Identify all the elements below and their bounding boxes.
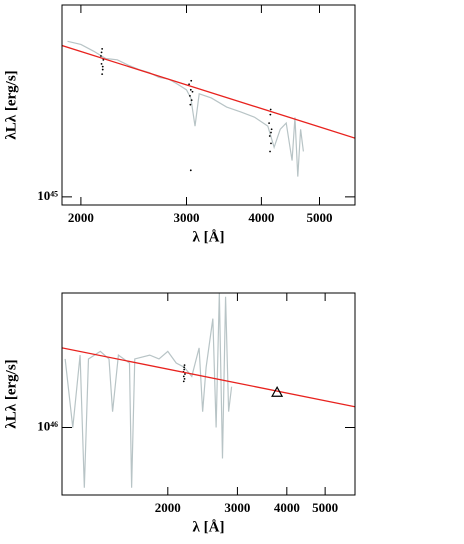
x-tick-label: 4000 — [248, 210, 274, 225]
x-tick-label: 5000 — [307, 210, 333, 225]
x-axis-label: λ [Å] — [193, 229, 225, 245]
point — [182, 380, 185, 383]
point — [268, 135, 271, 137]
point — [183, 364, 186, 367]
y-axis-label: λLλ [erg/s] — [3, 359, 19, 428]
series-line — [64, 293, 233, 488]
point — [100, 62, 103, 65]
plot-frame — [61, 4, 356, 206]
y-tick-label: 10⁴⁵ — [37, 188, 58, 203]
x-tick-label: 5000 — [312, 500, 338, 515]
point — [183, 366, 186, 369]
point — [190, 79, 193, 82]
point — [100, 55, 102, 57]
point — [269, 150, 271, 153]
series-line — [62, 44, 355, 139]
point — [270, 131, 272, 134]
point — [188, 83, 190, 86]
point — [268, 122, 270, 124]
marker — [271, 386, 284, 397]
point — [190, 99, 193, 102]
x-tick-label: 4000 — [274, 500, 300, 515]
series-line — [67, 40, 304, 177]
point — [269, 113, 272, 116]
point — [101, 68, 104, 71]
x-tick-label: 2000 — [155, 500, 181, 515]
plot-frame — [61, 292, 356, 496]
x-tick-label: 3000 — [224, 500, 250, 515]
series-line — [62, 347, 355, 408]
y-axis-label: λLλ [erg/s] — [3, 70, 19, 139]
point — [189, 103, 192, 106]
point — [189, 88, 192, 91]
point — [101, 73, 104, 76]
point — [182, 375, 185, 378]
x-axis-label: λ [Å] — [193, 519, 225, 535]
point — [100, 51, 103, 54]
point — [183, 377, 186, 380]
y-tick-label: 10⁴⁶ — [37, 418, 58, 433]
point — [101, 65, 104, 68]
point — [183, 368, 186, 371]
point — [270, 142, 272, 145]
x-tick-label: 3000 — [173, 210, 199, 225]
point — [270, 128, 273, 131]
point — [189, 169, 192, 172]
point — [189, 94, 191, 97]
point — [184, 373, 186, 375]
point — [269, 108, 272, 111]
point — [191, 90, 194, 93]
point — [101, 47, 104, 50]
x-tick-label: 2000 — [68, 210, 94, 225]
